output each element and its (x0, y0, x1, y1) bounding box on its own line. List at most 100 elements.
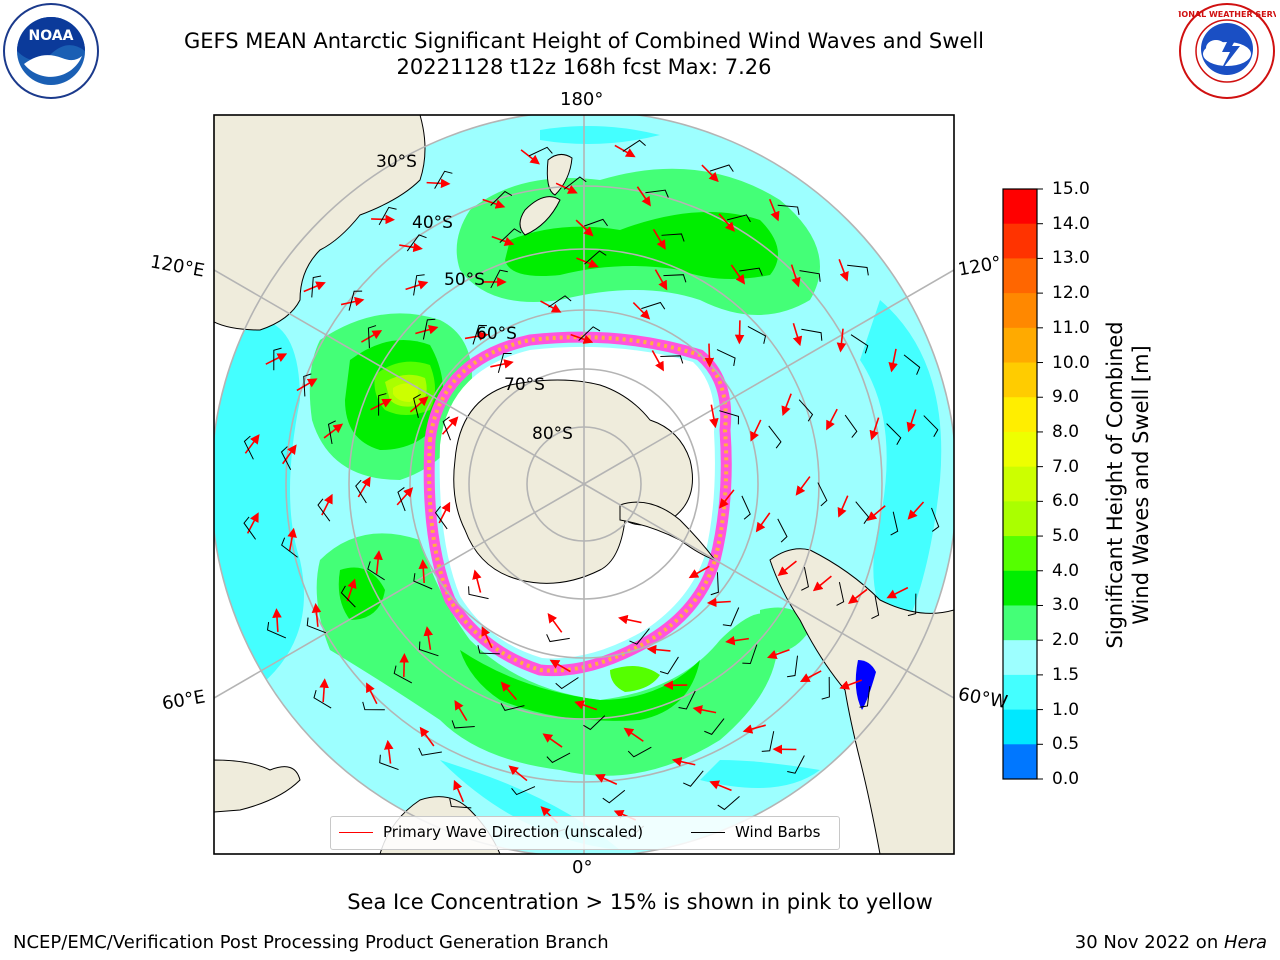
colorbar-tick-label: 14.0 (1052, 213, 1090, 234)
wind-barb (584, 250, 607, 265)
wind-barb (726, 214, 751, 223)
wave-arrow (472, 569, 482, 593)
wave-arrow (423, 626, 434, 650)
legend-swatch-barbs (691, 831, 725, 833)
wave-arrow (481, 626, 493, 649)
wind-barb (490, 269, 508, 289)
colorbar-segment (1003, 744, 1037, 780)
wind-barb (497, 352, 512, 373)
wave-arrow (415, 325, 439, 335)
wave-arrow (651, 350, 664, 372)
wind-barb (578, 326, 601, 341)
colorbar-tick-label: 12.0 (1052, 283, 1090, 304)
wind-barb (768, 425, 782, 449)
wind-barb (710, 572, 719, 596)
lat-label-80s: 80°S (532, 424, 573, 444)
colorbar-segment (1003, 258, 1037, 294)
wave-arrow (719, 489, 735, 509)
wind-barb (413, 394, 421, 418)
wave-arrow (618, 614, 642, 625)
wave-arrow (692, 705, 717, 715)
wind-barb (602, 789, 626, 804)
colorbar-segment (1003, 501, 1037, 537)
colorbar-segment (1003, 674, 1037, 711)
wave-arrow (370, 398, 392, 411)
wave-arrow (836, 328, 847, 353)
wind-barb (563, 176, 587, 190)
wave-arrow (742, 724, 766, 734)
colorbar-tick-label: 10.0 (1052, 352, 1090, 373)
wave-arrow (848, 588, 868, 604)
wave-arrow (750, 419, 762, 442)
wave-arrow (303, 281, 326, 293)
wind-barb (500, 703, 525, 711)
colorbar-tick-label: 9.0 (1052, 387, 1080, 408)
wind-barb (477, 645, 500, 655)
wave-arrow (311, 602, 322, 627)
wind-barb (548, 295, 572, 308)
plot-title: GEFS MEAN Antarctic Significant Height o… (183, 29, 985, 53)
wind-barb (418, 641, 439, 657)
wind-barb (741, 495, 751, 520)
footer-left: NCEP/EMC/Verification Post Processing Pr… (13, 932, 609, 953)
svg-text:NOAA: NOAA (29, 28, 74, 44)
wave-arrow (490, 359, 514, 369)
colorbar-tick-label: 1.5 (1052, 664, 1080, 685)
plot-subtitle: 20221128 t12z 168h fcst Max: 7.26 (396, 55, 772, 79)
wave-arrow (838, 259, 849, 282)
wind-barb (641, 301, 666, 310)
wave-arrow (709, 404, 719, 429)
colorbar-segment (1003, 293, 1037, 329)
map-frame (213, 114, 955, 855)
wave-arrow (709, 780, 732, 792)
colorbar-tick-label: 11.0 (1052, 317, 1090, 338)
wind-barb (777, 204, 800, 215)
wind-barb (855, 501, 870, 524)
wind-barb (907, 593, 917, 617)
wind-barb (923, 415, 939, 437)
wind-barb (243, 435, 254, 460)
wind-barb (903, 354, 921, 375)
wind-barb (406, 234, 427, 252)
wind-barb (629, 628, 650, 645)
nws-logo-icon: NATIONAL WEATHER SERVICE (1161, 2, 1280, 100)
wind-barb (678, 690, 696, 710)
wave-arrow (323, 423, 344, 439)
wave-arrow (795, 476, 811, 496)
wind-barb (798, 399, 814, 422)
wind-barb (340, 585, 356, 608)
wind-barb (890, 511, 899, 536)
legend-item-barbs: Wind Barbs (691, 823, 820, 841)
lat-label-60s: 60°S (476, 324, 517, 344)
lat-label-30s: 30°S (376, 152, 417, 172)
wave-arrow (272, 608, 282, 632)
wind-barb (413, 274, 425, 296)
wave-arrow (575, 219, 594, 237)
colorbar-segment (1003, 431, 1037, 468)
wave-arrow (454, 700, 468, 721)
wind-barb (583, 715, 606, 731)
colorbar-segment (1003, 466, 1037, 502)
wind-barb (511, 786, 536, 796)
wind-barb (355, 479, 367, 504)
lon-label-180: 180° (560, 89, 604, 110)
wave-arrow (419, 726, 435, 747)
wind-barb (799, 270, 821, 282)
wind-barb (528, 146, 553, 157)
map-legend: Primary Wave Direction (unscaled) Wind B… (330, 816, 840, 850)
colorbar-segment (1003, 189, 1037, 225)
wave-arrow (718, 213, 735, 232)
wind-barb (886, 423, 902, 445)
wind-barb (761, 731, 775, 752)
wind-barb (622, 139, 646, 152)
wave-arrow (405, 280, 429, 291)
colorbar-label: Significant Height of Combined Wind Wave… (1102, 321, 1154, 648)
wind-barb (442, 416, 451, 441)
wave-arrow (441, 416, 459, 435)
wind-barb (490, 190, 513, 206)
noaa-logo-icon: NOAA (2, 2, 100, 100)
wave-arrow (646, 644, 671, 655)
wave-arrow (799, 670, 822, 682)
wind-barb (663, 274, 687, 283)
